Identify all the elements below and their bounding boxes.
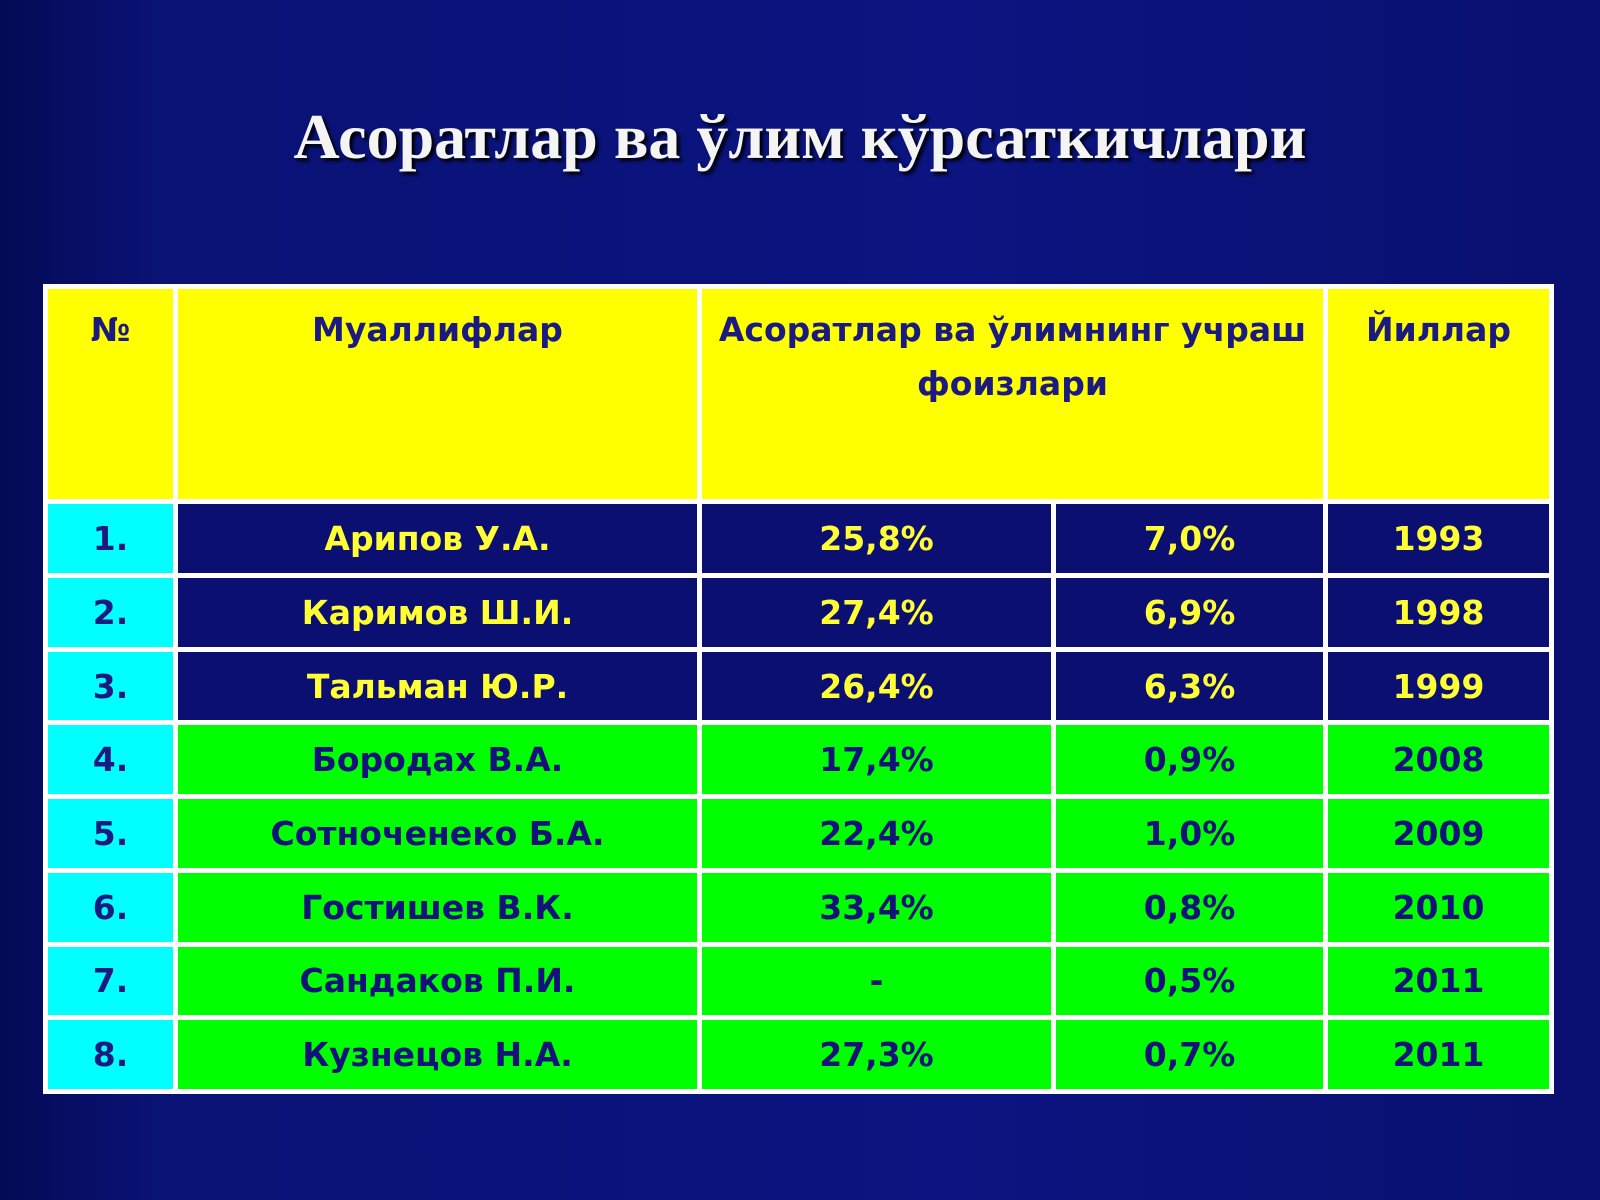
table-cell: 25,8% xyxy=(702,504,1051,574)
table-row: 8. Кузнецов Н.А. 27,3% 0,7% 2011 xyxy=(48,1020,1550,1089)
table-cell: Гостишев В.К. xyxy=(178,872,697,942)
slide-title: Асоратлар ва ўлим кўрсаткичлари xyxy=(293,101,1307,172)
table-cell: 2011 xyxy=(1328,946,1550,1016)
table-cell: Каримов Ш.И. xyxy=(178,578,697,647)
table-cell: 5. xyxy=(48,799,173,868)
header-cell: № xyxy=(48,289,173,500)
table-cell: 27,3% xyxy=(702,1020,1051,1089)
table-cell: 2011 xyxy=(1328,1020,1550,1089)
table-cell: 0,8% xyxy=(1056,872,1324,942)
table-cell: 8. xyxy=(48,1020,173,1089)
table-cell: Сандаков П.И. xyxy=(178,946,697,1016)
header-cell: Асоратлар ва ўлимнинг учраш фоизлари xyxy=(702,289,1324,500)
table-cell: Бородах В.А. xyxy=(178,725,697,795)
table-cell: 2008 xyxy=(1328,725,1550,795)
table-cell: 17,4% xyxy=(702,725,1051,795)
table-cell: 1,0% xyxy=(1056,799,1324,868)
table-cell: 2009 xyxy=(1328,799,1550,868)
table-cell: 1. xyxy=(48,504,173,574)
table-cell: 7. xyxy=(48,946,173,1016)
table-cell: 0,7% xyxy=(1056,1020,1324,1089)
table-cell: 0,5% xyxy=(1056,946,1324,1016)
header-cell: Муаллифлар xyxy=(178,289,697,500)
table-cell: 1999 xyxy=(1328,651,1550,721)
data-table: № Муаллифлар Асоратлар ва ўлимнинг учраш ф… xyxy=(43,284,1555,1094)
table-cell: 0,9% xyxy=(1056,725,1324,795)
table-cell: Арипов У.А. xyxy=(178,504,697,574)
table-cell: 6,3% xyxy=(1056,651,1324,721)
table-cell: 1993 xyxy=(1328,504,1550,574)
table-cell: Кузнецов Н.А. xyxy=(178,1020,697,1089)
table-row: 6. Гостишев В.К. 33,4% 0,8% 2010 xyxy=(48,872,1550,942)
table-cell: 1998 xyxy=(1328,578,1550,647)
table-cell: 26,4% xyxy=(702,651,1051,721)
table-row: 1. Арипов У.А. 25,8% 7,0% 1993 xyxy=(48,504,1550,574)
table-cell: 4. xyxy=(48,725,173,795)
table-row: 5. Сотноченеко Б.А. 22,4% 1,0% 2009 xyxy=(48,799,1550,868)
table-row: 3. Тальман Ю.Р. 26,4% 6,3% 1999 xyxy=(48,651,1550,721)
table-cell: Тальман Ю.Р. xyxy=(178,651,697,721)
header-row: № Муаллифлар Асоратлар ва ўлимнинг учраш ф… xyxy=(48,289,1550,500)
table-cell: - xyxy=(702,946,1051,1016)
table-cell: 22,4% xyxy=(702,799,1051,868)
table-cell: 6,9% xyxy=(1056,578,1324,647)
table-cell: 33,4% xyxy=(702,872,1051,942)
table-cell: 3. xyxy=(48,651,173,721)
table-cell: 27,4% xyxy=(702,578,1051,647)
table-cell: Сотноченеко Б.А. xyxy=(178,799,697,868)
header-cell: Йиллар xyxy=(1328,289,1550,500)
table-row: 4. Бородах В.А. 17,4% 0,9% 2008 xyxy=(48,725,1550,795)
table-cell: 2010 xyxy=(1328,872,1550,942)
table-cell: 7,0% xyxy=(1056,504,1324,574)
table-cell: 6. xyxy=(48,872,173,942)
table-cell: 2. xyxy=(48,578,173,647)
table-row: 7. Сандаков П.И. -0,5% 2011 xyxy=(48,946,1550,1016)
table-row: 2. Каримов Ш.И. 27,4% 6,9% 1998 xyxy=(48,578,1550,647)
